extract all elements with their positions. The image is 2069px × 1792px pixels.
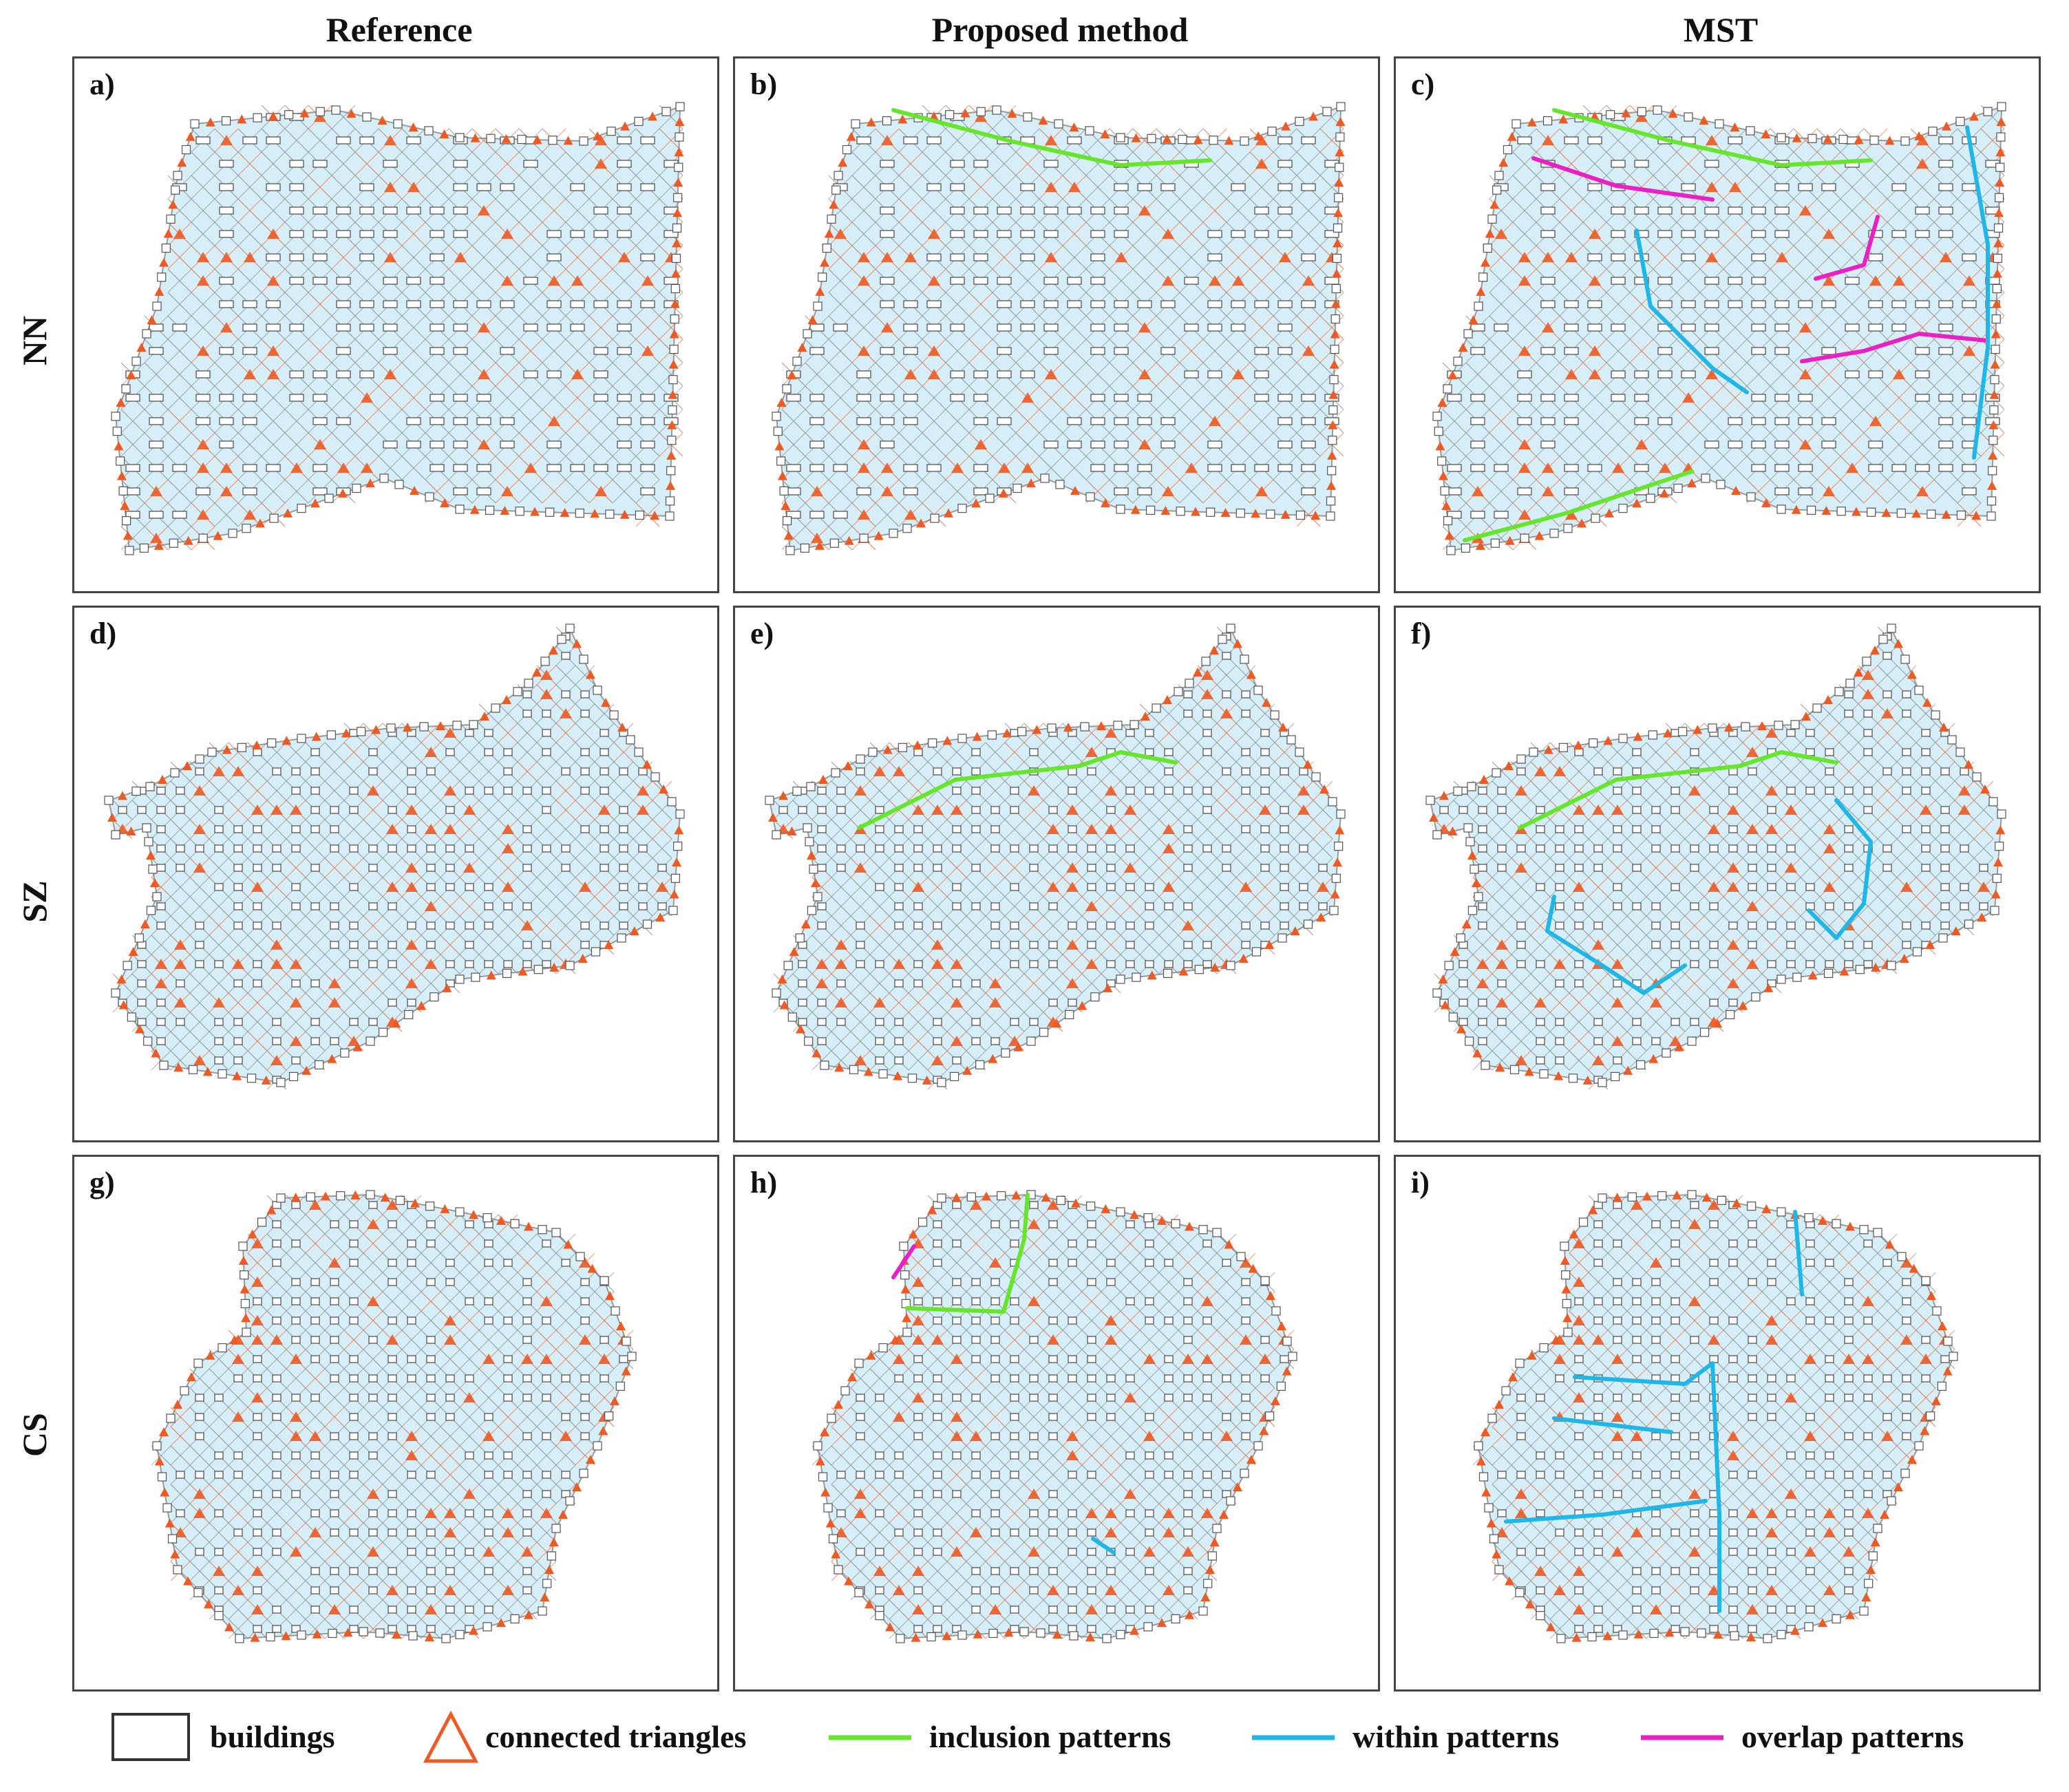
within-pattern-line xyxy=(1091,1537,1116,1555)
triangulation xyxy=(765,623,1346,1090)
panel-label-f: f) xyxy=(1411,617,1432,650)
triangulation xyxy=(111,102,685,555)
overlap-pattern-line xyxy=(1814,215,1880,281)
within-pattern-line xyxy=(1545,895,1687,995)
within-pattern-line xyxy=(1635,228,1749,394)
within-pattern-line xyxy=(1573,1361,1721,1613)
inclusion-pattern-line xyxy=(1552,108,1873,167)
building-swatch-icon xyxy=(112,1713,190,1761)
map-cs-mst xyxy=(1472,1190,1958,1643)
panel-b: b) xyxy=(733,56,1380,593)
triangulation xyxy=(104,623,685,1090)
panel-label-h: h) xyxy=(750,1166,778,1199)
panel-f: f) xyxy=(1394,606,2041,1142)
row-label-nn: NN xyxy=(15,315,54,366)
map-nn-mst xyxy=(1432,102,2006,555)
column-header-proposed: Proposed method xyxy=(931,10,1189,49)
block-area xyxy=(1429,627,2003,1084)
legend-label-inclusion-patterns: inclusion patterns xyxy=(929,1719,1171,1754)
panel-label-b: b) xyxy=(750,67,778,101)
panel-label-g: g) xyxy=(89,1166,115,1199)
panel-label-i: i) xyxy=(1411,1166,1430,1199)
within-pattern-line xyxy=(1807,798,1873,940)
inclusion-pattern-line xyxy=(905,1193,1030,1314)
triangulation xyxy=(1425,623,2006,1090)
row-label-sz: SZ xyxy=(15,880,54,923)
triangulation xyxy=(772,102,1346,555)
legend-label-within-patterns: within patterns xyxy=(1352,1719,1560,1754)
block-area xyxy=(107,627,681,1084)
legend-label-buildings: buildings xyxy=(210,1719,335,1754)
panel-d: d) xyxy=(72,606,719,1142)
triangulation xyxy=(151,1190,637,1643)
inclusion-pattern-line xyxy=(891,108,1212,167)
panel-c: c) xyxy=(1394,56,2041,593)
panel-label-a: a) xyxy=(89,67,115,101)
inclusion-pattern-line xyxy=(1463,469,1694,542)
inclusion-pattern-line xyxy=(857,750,1178,830)
overlap-pattern-line xyxy=(1800,332,1990,363)
panel-label-e: e) xyxy=(750,617,774,650)
within-pattern-line xyxy=(1504,1499,1708,1524)
map-sz-proposed xyxy=(765,623,1346,1090)
panel-i: i) xyxy=(1394,1155,2041,1692)
map-nn-proposed xyxy=(772,102,1346,555)
map-sz-mst xyxy=(1425,623,2006,1090)
panel-label-d: d) xyxy=(89,617,117,650)
within-pattern-line xyxy=(1793,1210,1804,1297)
overlap-pattern-line xyxy=(891,1244,916,1279)
column-header-reference: Reference xyxy=(326,10,473,49)
within-pattern-line xyxy=(1965,125,1990,460)
legend-label-connected-triangles: connected triangles xyxy=(485,1719,747,1754)
inclusion-pattern-line xyxy=(1518,750,1838,830)
row-label-cs: CS xyxy=(15,1413,54,1457)
within-pattern-line xyxy=(1552,1416,1673,1434)
legend: buildings connected triangles inclusion … xyxy=(103,1707,2030,1769)
legend-label-overlap-patterns: overlap patterns xyxy=(1741,1719,1964,1754)
overlap-pattern-line xyxy=(1531,156,1715,202)
block-area xyxy=(768,627,1342,1084)
panel-e: e) xyxy=(733,606,1380,1142)
triangulation xyxy=(811,1190,1297,1643)
map-sz-reference xyxy=(104,623,685,1090)
map-nn-reference xyxy=(111,102,685,555)
map-cs-reference xyxy=(151,1190,637,1643)
panel-h: h) xyxy=(733,1155,1380,1692)
panel-a: a) xyxy=(72,56,719,593)
triangulation xyxy=(1432,102,2006,555)
panel-label-c: c) xyxy=(1411,67,1435,101)
triangulation xyxy=(1472,1190,1958,1643)
within-line-icon xyxy=(1252,1735,1335,1740)
overlap-line-icon xyxy=(1641,1735,1723,1740)
map-cs-proposed xyxy=(811,1190,1297,1643)
inclusion-line-icon xyxy=(829,1735,911,1740)
panel-g: g) xyxy=(72,1155,719,1692)
column-header-mst: MST xyxy=(1683,10,1759,49)
triangle-swatch-icon xyxy=(423,1710,478,1763)
